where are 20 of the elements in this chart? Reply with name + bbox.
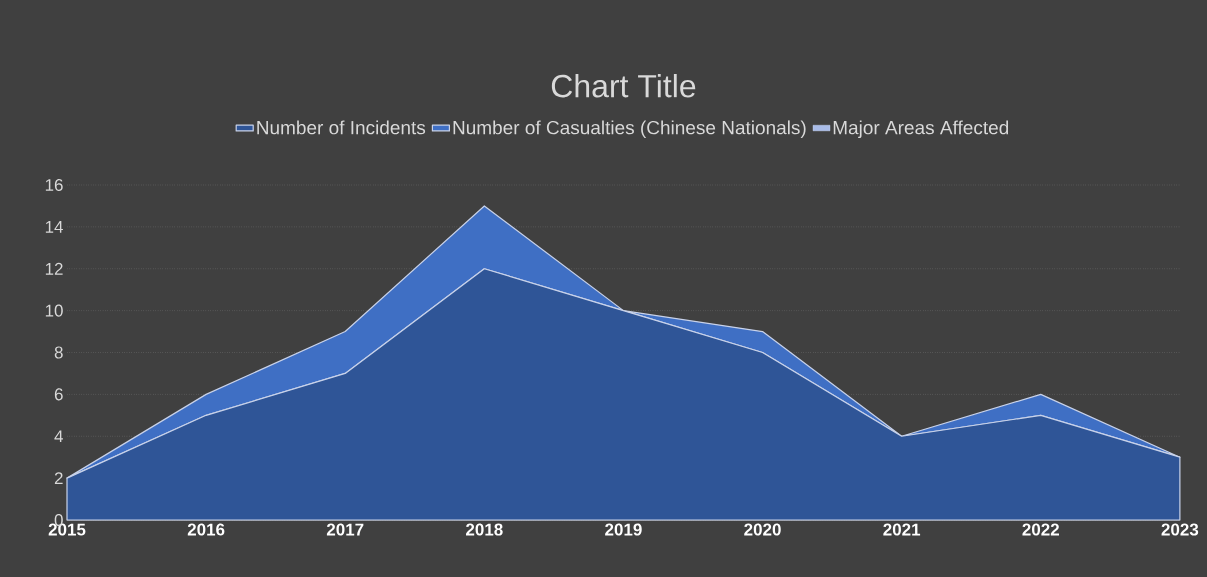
x-tick-label: 2020 [744, 523, 781, 536]
y-tick-label: 8 [54, 346, 63, 359]
legend-label: Number of Incidents [257, 120, 426, 135]
legend-label: Number of Casualties (Chinese Nationals) [453, 120, 806, 139]
x-tick-label: 2018 [466, 523, 503, 536]
x-tick-label: 2017 [326, 523, 364, 536]
x-tick-label: 2019 [605, 523, 642, 536]
y-tick-label: 12 [45, 262, 63, 275]
x-tick-label: 2023 [1161, 523, 1199, 536]
y-tick-label: 14 [45, 221, 63, 233]
y-tick-label: 16 [45, 178, 63, 192]
y-tick-label: 6 [54, 388, 63, 401]
x-tick-label: 2016 [187, 523, 225, 536]
y-tick-label: 4 [54, 430, 63, 443]
y-tick-label: 10 [45, 304, 63, 317]
y-tick-label: 2 [54, 472, 63, 485]
chart-title: Chart Title [551, 74, 696, 98]
legend-label: Major Areas Affected [833, 120, 1009, 139]
x-tick-label: 2021 [883, 523, 921, 536]
x-tick-label: 2022 [1022, 523, 1059, 536]
